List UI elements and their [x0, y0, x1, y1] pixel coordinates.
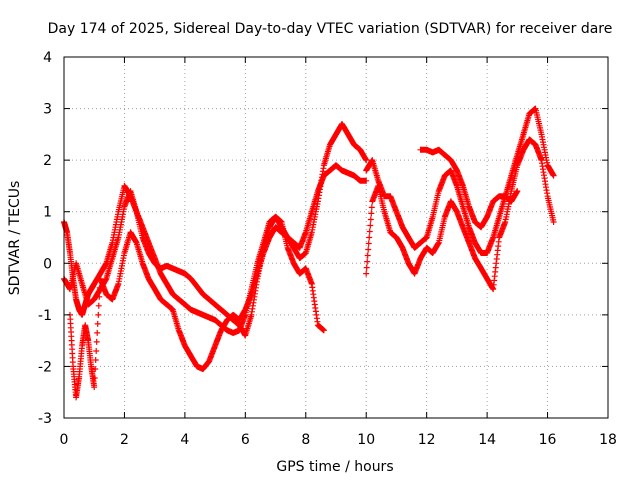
series-markers [417, 146, 521, 231]
y-tick-label: 1 [43, 205, 52, 221]
series-markers [67, 162, 370, 401]
y-tick-label: -1 [38, 308, 52, 324]
x-tick-label: 0 [60, 432, 69, 448]
x-tick-label: 14 [478, 432, 496, 448]
data-points [61, 105, 557, 401]
y-axis-title: SDTVAR / TECUs [7, 181, 23, 296]
x-axis-title: GPS time / hours [276, 459, 393, 475]
x-tick-label: 18 [599, 432, 617, 448]
plot-frame [63, 56, 609, 419]
series-trace-b [67, 162, 370, 401]
series-markers [363, 105, 557, 256]
y-tick-label: 3 [43, 102, 52, 118]
y-tick-label: -2 [38, 359, 52, 375]
series-trace-e [363, 136, 557, 293]
x-tick-label: 2 [120, 432, 129, 448]
chart-title: Day 174 of 2025, Sidereal Day-to-day VTE… [48, 21, 613, 37]
y-tick-label: -3 [38, 411, 52, 427]
series-trace-d [363, 105, 557, 256]
x-tick-label: 10 [357, 432, 375, 448]
y-tick-label: 0 [43, 256, 52, 272]
y-tick-label: 4 [43, 50, 52, 66]
x-tick-label: 4 [180, 432, 189, 448]
x-tick-label: 6 [241, 432, 250, 448]
x-tick-label: 16 [539, 432, 557, 448]
y-tick-label: 2 [43, 153, 52, 169]
x-tick-label: 8 [301, 432, 310, 448]
series-markers [363, 136, 557, 293]
series-trace-f [417, 146, 521, 231]
x-tick-label: 12 [418, 432, 436, 448]
